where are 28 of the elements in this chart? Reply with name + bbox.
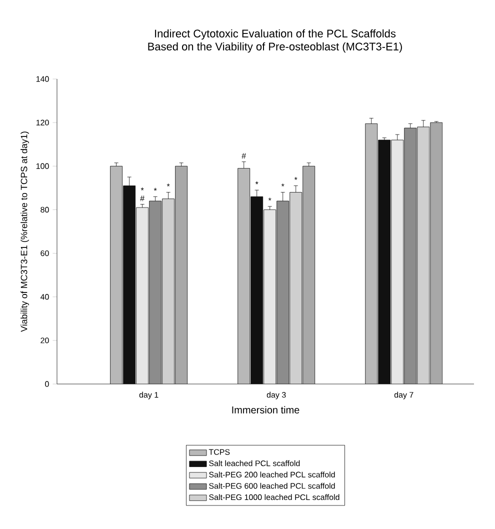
- y-tick-label: 20: [40, 338, 49, 344]
- x-tick-label: day 3: [266, 392, 286, 400]
- annotation: #: [140, 196, 144, 202]
- annotation: *: [281, 184, 284, 186]
- legend-label: Salt leached PCL scaffold: [209, 460, 300, 466]
- y-tick-label: 40: [40, 294, 49, 300]
- legend-label: Salt-PEG 600 leached PCL scaffold: [209, 482, 335, 489]
- annotation: *: [140, 188, 144, 190]
- y-axis-title: Viability of MC3T3-E1 (%relative to TCPS at day1): [20, 132, 29, 332]
- x-tick-label: day 7: [394, 392, 414, 400]
- y-tick-label: 80: [40, 206, 49, 213]
- legend-label: TCPS: [208, 449, 230, 455]
- annotation: #: [242, 153, 246, 159]
- chart-title: Indirect Cytotoxic Evaluation of the PCL Scaffolds Based on the Viability of Pre-osteoblast (MC3T3-E1): [148, 29, 402, 53]
- x-axis-title: Immersion time: [232, 406, 300, 414]
- legend-label: Salt-PEG 200 leached PCL scaffold: [209, 472, 335, 478]
- annotation: *: [255, 181, 258, 184]
- annotation: *: [166, 184, 170, 186]
- annotation: *: [268, 198, 272, 201]
- y-tick-label: 100: [36, 163, 49, 169]
- legend-label: Salt-PEG 1000 leached PCL scaffold: [209, 494, 340, 500]
- y-tick-label: 60: [40, 250, 49, 256]
- y-tick-label: 140: [36, 76, 49, 82]
- y-tick-label: 120: [36, 120, 49, 126]
- y-tick-label: 0: [45, 381, 49, 387]
- annotation: *: [294, 177, 298, 180]
- x-tick-label: day 1: [139, 392, 158, 400]
- annotation: *: [154, 188, 157, 191]
